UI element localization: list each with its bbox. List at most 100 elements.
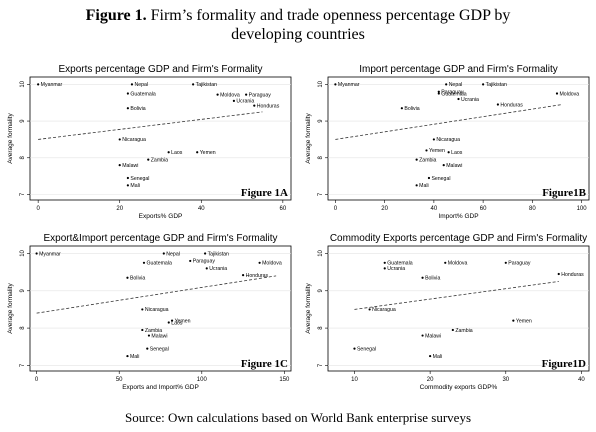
data-point	[421, 334, 424, 337]
data-point	[232, 99, 236, 102]
figure-tag: Figure 1A	[241, 187, 288, 199]
y-tick-label: 9	[20, 119, 26, 123]
y-tick-label: 10	[318, 80, 324, 87]
point-label: Nicaragua	[436, 137, 460, 143]
data-point	[512, 319, 515, 322]
scatter-panel-exports-imports: Export&Import percentage GDP and Firm's …	[7, 233, 292, 391]
x-tick-label: 40	[431, 206, 438, 212]
data-point	[245, 93, 248, 96]
point-label: Bolivia	[404, 106, 419, 112]
data-point	[147, 334, 151, 337]
point-label: Tajikistan	[486, 82, 507, 88]
data-point	[118, 164, 121, 167]
data-point	[192, 83, 195, 86]
y-tick-label: 8	[318, 326, 324, 330]
data-point	[142, 261, 146, 264]
x-tick-label: 50	[116, 377, 123, 383]
data-point	[189, 259, 192, 263]
data-point	[445, 83, 448, 86]
y-tick-label: 10	[318, 249, 324, 256]
point-label: Yemen	[429, 148, 445, 154]
data-point	[126, 354, 129, 358]
point-label: Ucrania	[209, 266, 227, 272]
data-point	[205, 267, 208, 270]
data-point	[241, 274, 245, 277]
figure-tag: Figure 1C	[241, 358, 288, 370]
point-label: Nicaragua	[122, 137, 146, 143]
figure-label: Figure 1.	[85, 7, 147, 24]
y-tick-label: 10	[20, 249, 26, 256]
scatter-panel-commodity-exports: Commodity Exports percentage GDP and Fir…	[305, 233, 590, 391]
point-label: Guatemala	[130, 91, 155, 97]
point-label: Honduras	[561, 272, 584, 278]
point-label: Paraguay	[508, 261, 531, 267]
data-point	[141, 308, 144, 311]
data-point	[432, 138, 435, 141]
figure-tag: Figure1B	[542, 187, 586, 199]
data-point	[126, 176, 129, 180]
point-label: Zambia	[151, 157, 168, 163]
plot-area	[29, 76, 292, 201]
data-point	[425, 149, 428, 152]
point-label: Nicaragua	[145, 307, 169, 313]
data-point	[427, 176, 431, 180]
point-label: Yemen	[175, 318, 191, 324]
point-label: Myanmar	[338, 82, 360, 88]
x-tick-label: 30	[502, 377, 509, 383]
x-tick-label: 150	[279, 377, 290, 383]
point-label: Honduras	[257, 103, 280, 109]
x-tick-label: 20	[116, 206, 123, 212]
point-label: Malawi	[122, 163, 138, 169]
point-label: Laos	[171, 320, 183, 326]
fit-line	[354, 281, 559, 310]
fit-line	[38, 111, 263, 140]
data-point	[146, 347, 149, 350]
point-label: Senegal	[431, 176, 450, 182]
x-tick-label: 40	[578, 377, 585, 383]
point-label: Laos	[451, 150, 463, 156]
point-label: Malawi	[446, 163, 462, 169]
fit-line	[36, 275, 277, 314]
data-point	[118, 138, 121, 141]
data-point	[253, 104, 256, 107]
data-point	[496, 103, 499, 106]
point-label: Ucrania	[387, 266, 405, 272]
x-tick-label: 10	[351, 377, 358, 383]
y-tick-label: 8	[20, 326, 26, 330]
point-label: Zambia	[419, 157, 436, 163]
x-tick-label: 0	[35, 377, 39, 383]
data-point	[429, 354, 432, 358]
data-point	[126, 184, 129, 187]
data-point	[126, 276, 129, 279]
point-label: Laos	[171, 150, 183, 156]
point-label: Tajikistan	[196, 82, 217, 88]
point-label: Myanmar	[39, 251, 61, 257]
figure-title-line2: developing countries	[231, 26, 365, 43]
point-label: Paraguay	[193, 259, 216, 265]
point-label: Nepal	[449, 82, 463, 88]
chart-title: Export&Import percentage GDP and Firm's …	[43, 233, 277, 244]
data-point	[126, 92, 129, 95]
data-point	[555, 92, 559, 95]
point-label: Guatemala	[387, 261, 412, 267]
point-label: Bolivia	[130, 276, 145, 282]
point-label: Senegal	[150, 346, 169, 352]
data-point	[258, 261, 261, 264]
data-point	[415, 158, 418, 161]
point-label: Moldova	[559, 91, 579, 97]
x-tick-label: 80	[529, 206, 536, 212]
source-note: Source: Own calculations based on World …	[124, 410, 472, 425]
data-point	[147, 158, 150, 161]
point-label: Zambia	[455, 328, 472, 334]
x-tick-label: 40	[198, 206, 205, 212]
x-tick-label: 100	[577, 206, 588, 212]
y-axis-label: Average formality	[7, 283, 14, 334]
point-label: Moldova	[448, 261, 468, 267]
data-point	[167, 151, 170, 154]
data-point	[353, 347, 356, 350]
data-point	[457, 97, 460, 101]
data-point	[35, 252, 38, 255]
x-tick-label: 20	[427, 377, 434, 383]
point-label: Malawi	[151, 333, 167, 339]
data-point	[334, 83, 337, 86]
